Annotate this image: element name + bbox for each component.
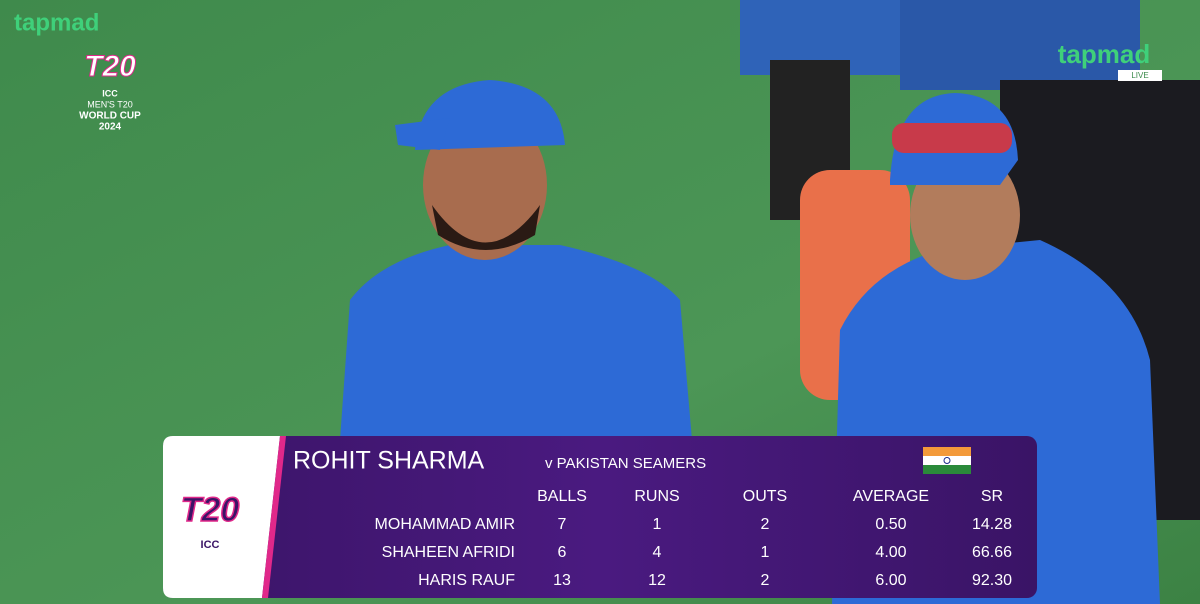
flag-stripe xyxy=(923,447,971,456)
column-header: RUNS xyxy=(634,488,679,505)
bowler-name: HARIS RAUF xyxy=(418,572,515,589)
stat-cell: 4 xyxy=(653,544,662,561)
stat-cell: 13 xyxy=(553,572,571,589)
stats-card: T20 ICC ROHIT SHARMA v PAKISTAN SEAMERS … xyxy=(163,436,1037,598)
event-name: MEN'S T20 xyxy=(87,99,133,109)
stat-cell: 6.00 xyxy=(875,572,906,589)
stat-cell: 0.50 xyxy=(875,516,906,533)
cap-brim xyxy=(395,118,450,150)
flag-wheel xyxy=(943,457,951,464)
card-event-org: ICC xyxy=(201,539,220,551)
bowler-name: MOHAMMAD AMIR xyxy=(375,516,515,533)
column-header: AVERAGE xyxy=(853,488,929,505)
live-label: LIVE xyxy=(1131,71,1148,80)
stat-cell: 2 xyxy=(761,516,770,533)
player-shirt xyxy=(340,245,692,440)
player-name: ROHIT SHARMA xyxy=(293,447,485,475)
background-player xyxy=(900,0,1140,90)
event-logo: T20 xyxy=(84,50,136,83)
stat-cell: 14.28 xyxy=(972,516,1012,533)
card-accent xyxy=(262,436,286,598)
sunglasses xyxy=(892,123,1012,153)
stat-cell: 92.30 xyxy=(972,572,1012,589)
player-cap xyxy=(415,80,565,150)
stat-cell: 7 xyxy=(558,516,567,533)
event-title: WORLD CUP xyxy=(79,111,141,122)
column-header: SR xyxy=(981,488,1003,505)
card-subtitle: v PAKISTAN SEAMERS xyxy=(545,455,706,472)
card-logo-panel xyxy=(163,436,280,598)
event-year: 2024 xyxy=(99,122,122,133)
stat-cell: 1 xyxy=(761,544,770,561)
card-background xyxy=(163,436,1037,598)
column-header: BALLS xyxy=(537,488,587,505)
stat-cell: 4.00 xyxy=(875,544,906,561)
stat-cell: 1 xyxy=(653,516,662,533)
stat-cell: 2 xyxy=(761,572,770,589)
player-beard xyxy=(432,205,540,250)
india-flag xyxy=(923,447,971,474)
flag-stripe xyxy=(923,465,971,474)
card-event-logo: T20 xyxy=(181,491,240,529)
flag-stripe xyxy=(923,456,971,465)
broadcaster-logo: tapmad xyxy=(1058,39,1150,69)
column-header: OUTS xyxy=(743,488,787,505)
stat-cell: 66.66 xyxy=(972,544,1012,561)
event-org: ICC xyxy=(102,88,118,98)
live-badge xyxy=(1118,70,1162,81)
broadcaster-logo: tapmad xyxy=(14,9,99,36)
stat-cell: 6 xyxy=(558,544,567,561)
stat-cell: 12 xyxy=(648,572,666,589)
bowler-name: SHAHEEN AFRIDI xyxy=(382,544,515,561)
